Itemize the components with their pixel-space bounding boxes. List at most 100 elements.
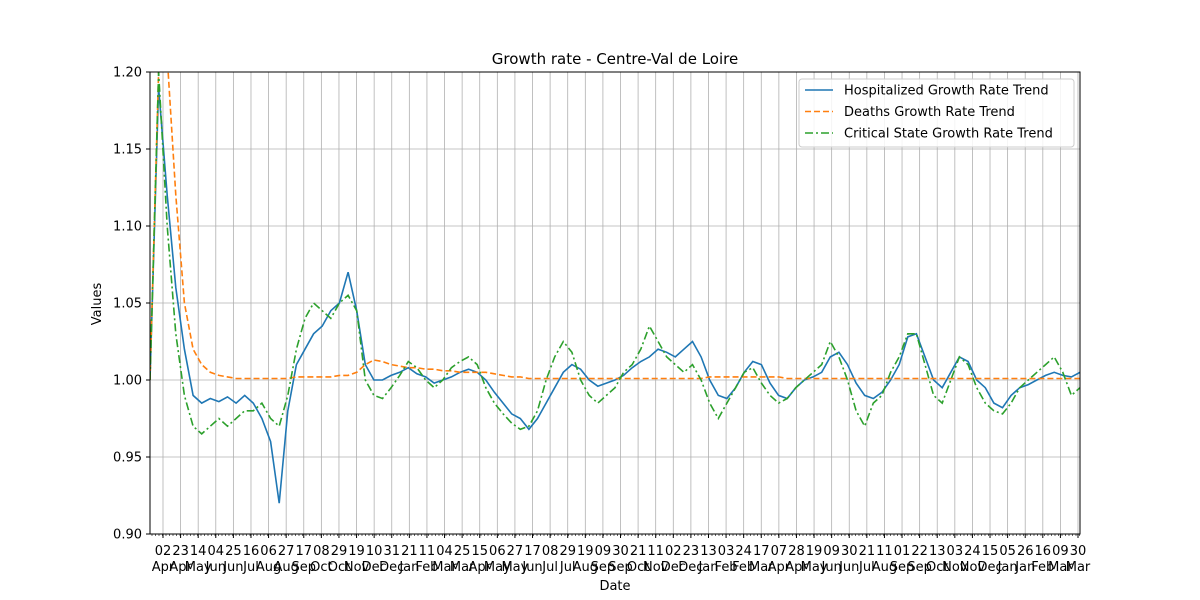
x-tick-label-day: 14 xyxy=(190,544,207,559)
x-tick-label-day: 30 xyxy=(612,544,629,559)
legend-box xyxy=(798,78,1075,148)
x-tick-label-month: Apr xyxy=(768,560,791,575)
x-tick-label-month: Dec xyxy=(661,560,686,575)
y-tick-label: 1.05 xyxy=(113,297,142,312)
x-tick-label-month: Jun xyxy=(521,560,542,575)
y-tick-label: 0.90 xyxy=(113,528,142,543)
y-tick-label: 1.20 xyxy=(113,66,142,81)
x-tick-label-month: Sep xyxy=(591,560,616,575)
x-tick-label-month: Nov xyxy=(344,560,370,575)
x-axis: 02Apr23Apr14May04Jun25Jun16Jul06Aug27Aug… xyxy=(151,534,1091,575)
x-tick-label-month: Apr xyxy=(169,560,192,575)
y-tick-label: 0.95 xyxy=(113,451,142,466)
x-tick-label-month: Mar xyxy=(432,560,457,575)
x-tick-label-day: 24 xyxy=(964,544,981,559)
x-tick-label-day: 28 xyxy=(788,544,805,559)
x-tick-label-day: 21 xyxy=(401,544,418,559)
x-tick-label-day: 13 xyxy=(700,544,717,559)
x-tick-label-day: 19 xyxy=(348,544,365,559)
x-tick-label-month: Dec xyxy=(977,560,1002,575)
y-tick-label: 1.15 xyxy=(113,143,142,158)
x-tick-label-day: 25 xyxy=(454,544,471,559)
x-tick-label-day: 02 xyxy=(155,544,172,559)
x-tick-label-day: 05 xyxy=(999,544,1016,559)
x-tick-label-month: Jun xyxy=(222,560,243,575)
legend-label-1: Hospitalized Growth Rate Trend xyxy=(844,84,1049,99)
x-tick-label-month: Oct xyxy=(328,560,350,575)
x-tick-label-month: Oct xyxy=(926,560,948,575)
x-tick-label-day: 21 xyxy=(859,544,876,559)
x-tick-label-month: Sep xyxy=(907,560,932,575)
x-tick-label-month: Jan xyxy=(1014,560,1035,575)
x-tick-label-month: Jun xyxy=(205,560,226,575)
x-tick-label-month: Jun xyxy=(820,560,841,575)
x-tick-label-day: 16 xyxy=(1035,544,1052,559)
legend-label-2: Deaths Growth Rate Trend xyxy=(844,105,1015,120)
x-tick-label-day: 08 xyxy=(313,544,330,559)
legend-label-3: Critical State Growth Rate Trend xyxy=(844,127,1053,142)
x-tick-label-month: Jul xyxy=(242,560,259,575)
x-tick-label-month: Feb xyxy=(1031,560,1054,575)
x-tick-label-month: Feb xyxy=(732,560,755,575)
x-tick-label-day: 11 xyxy=(419,544,436,559)
x-tick-label-day: 07 xyxy=(771,544,788,559)
x-tick-label-day: 01 xyxy=(894,544,911,559)
x-tick-label-day: 09 xyxy=(595,544,612,559)
legend: Hospitalized Growth Rate Trend Deaths Gro… xyxy=(798,78,1075,148)
x-tick-label-month: Jan xyxy=(997,560,1018,575)
x-tick-label-month: Aug xyxy=(273,560,298,575)
x-tick-label-month: Apr xyxy=(785,560,808,575)
x-tick-label-month: Aug xyxy=(872,560,897,575)
x-tick-label-day: 10 xyxy=(366,544,383,559)
x-tick-label-month: Dec xyxy=(362,560,387,575)
x-tick-label-month: Sep xyxy=(292,560,317,575)
y-axis-label: Values xyxy=(90,283,105,326)
series-layer xyxy=(150,72,1080,504)
x-tick-label-month: Sep xyxy=(608,560,633,575)
x-tick-label-month: Mar xyxy=(1048,560,1073,575)
x-tick-label-day: 17 xyxy=(295,544,312,559)
x-tick-label-day: 09 xyxy=(1052,544,1069,559)
x-tick-label-month: Nov xyxy=(942,560,968,575)
x-tick-label-day: 15 xyxy=(471,544,488,559)
x-tick-label-month: Mar xyxy=(450,560,475,575)
x-tick-label-day: 31 xyxy=(383,544,400,559)
x-tick-label-day: 27 xyxy=(278,544,295,559)
x-tick-label-month: Oct xyxy=(627,560,649,575)
y-tick-label: 1.10 xyxy=(113,220,142,235)
x-tick-label-day: 29 xyxy=(559,544,576,559)
x-tick-label-month: Jan xyxy=(697,560,718,575)
x-tick-label-day: 06 xyxy=(260,544,277,559)
x-tick-label-day: 11 xyxy=(647,544,664,559)
x-tick-label-day: 03 xyxy=(947,544,964,559)
series-line-3 xyxy=(150,72,1080,435)
grid-lines xyxy=(150,71,1080,535)
chart-title: Growth rate - Centre-Val de Loire xyxy=(492,50,738,68)
x-tick-label-day: 06 xyxy=(489,544,506,559)
x-tick-label-month: Apr xyxy=(152,560,175,575)
x-tick-label-day: 30 xyxy=(1070,544,1087,559)
x-tick-label-month: Feb xyxy=(415,560,438,575)
x-tick-label-month: May xyxy=(484,560,511,575)
x-tick-label-month: Jul xyxy=(858,560,875,575)
x-tick-label-day: 27 xyxy=(507,544,524,559)
x-tick-label-day: 30 xyxy=(841,544,858,559)
x-tick-label-month: Apr xyxy=(468,560,491,575)
x-tick-label-month: Mar xyxy=(1066,560,1091,575)
x-tick-label-day: 19 xyxy=(806,544,823,559)
x-tick-label-day: 09 xyxy=(823,544,840,559)
x-tick-label-month: Dec xyxy=(678,560,703,575)
x-tick-label-month: May xyxy=(801,560,828,575)
x-tick-label-day: 13 xyxy=(929,544,946,559)
y-axis: 0.90 0.95 1.00 1.05 1.10 1.15 1.20 xyxy=(113,66,150,543)
x-tick-label-day: 29 xyxy=(331,544,348,559)
x-tick-label-month: Oct xyxy=(310,560,332,575)
x-tick-label-day: 02 xyxy=(665,544,682,559)
x-tick-label-month: Jan xyxy=(398,560,419,575)
x-tick-label-day: 21 xyxy=(630,544,647,559)
x-tick-label-day: 22 xyxy=(911,544,928,559)
y-tick-label: 1.00 xyxy=(113,374,142,389)
series-line-2 xyxy=(150,72,1080,381)
x-tick-label-day: 23 xyxy=(172,544,189,559)
